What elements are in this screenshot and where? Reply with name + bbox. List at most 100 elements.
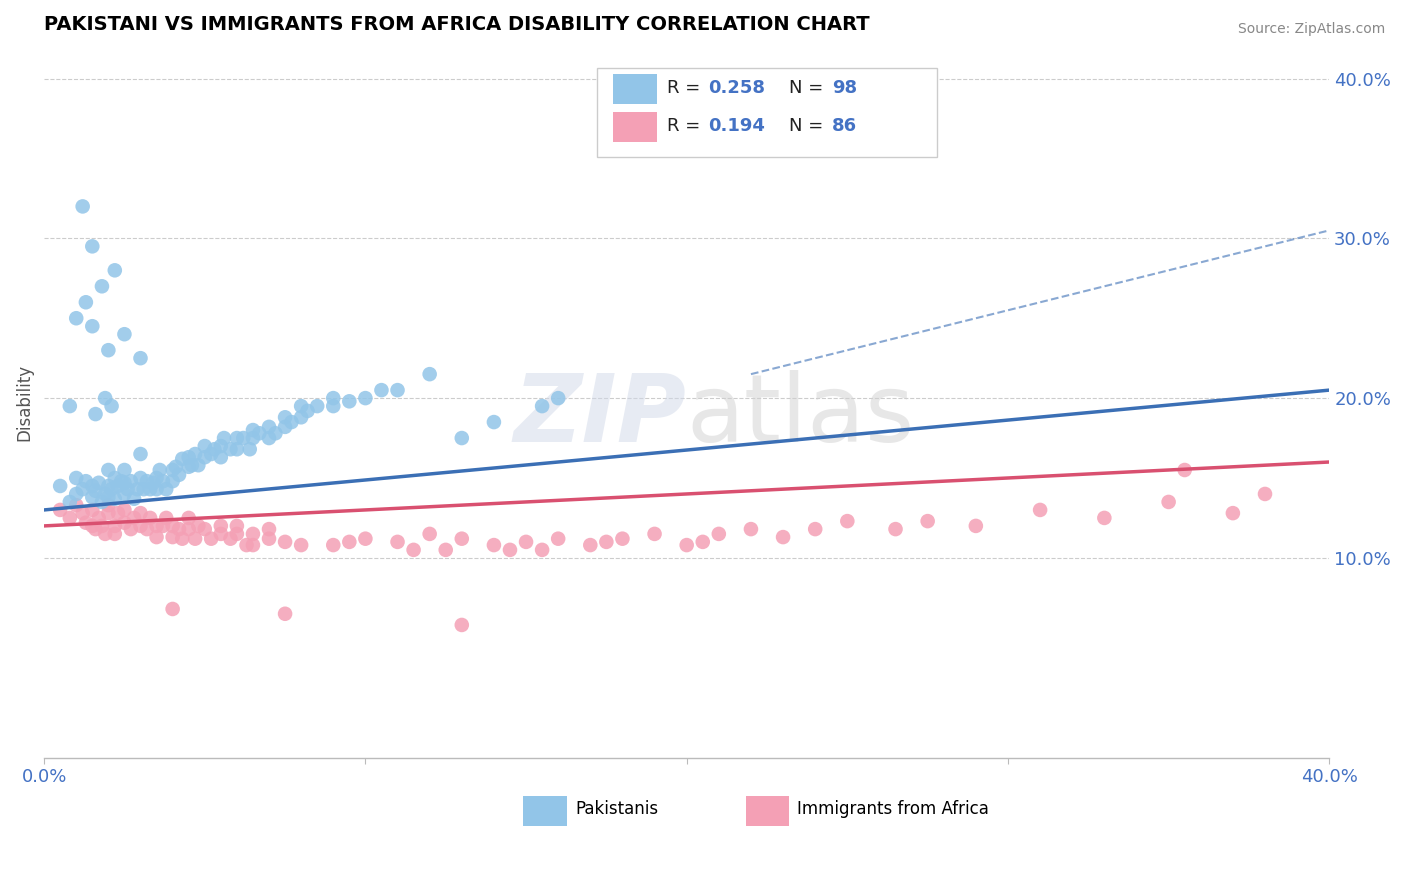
Point — [337, 534, 360, 549]
Point — [91, 495, 114, 509]
Point — [772, 530, 794, 544]
Point — [184, 447, 207, 461]
Point — [1029, 503, 1052, 517]
Point — [499, 542, 522, 557]
Point — [419, 367, 441, 381]
Point — [114, 516, 136, 530]
FancyBboxPatch shape — [613, 74, 657, 104]
Text: R =: R = — [668, 117, 706, 135]
Point — [387, 534, 409, 549]
Point — [290, 410, 312, 425]
Point — [242, 538, 264, 552]
Point — [145, 482, 167, 496]
Point — [107, 479, 129, 493]
Point — [225, 519, 247, 533]
Point — [129, 519, 152, 533]
Point — [82, 479, 104, 493]
Point — [209, 439, 232, 453]
Text: 98: 98 — [832, 78, 858, 97]
Point — [200, 447, 222, 461]
Point — [97, 463, 120, 477]
Point — [257, 420, 280, 434]
Point — [75, 516, 97, 530]
Point — [49, 503, 72, 517]
Point — [612, 532, 634, 546]
Point — [177, 459, 200, 474]
Point — [72, 199, 94, 213]
Text: 0.194: 0.194 — [709, 117, 765, 135]
Point — [257, 522, 280, 536]
Point — [142, 475, 165, 490]
Point — [129, 447, 152, 461]
Point — [65, 471, 87, 485]
Point — [1254, 487, 1277, 501]
Point — [740, 522, 762, 536]
Text: atlas: atlas — [686, 370, 915, 462]
Point — [49, 479, 72, 493]
Point — [247, 426, 270, 441]
Point — [242, 527, 264, 541]
Point — [212, 431, 235, 445]
Point — [450, 431, 472, 445]
Point — [114, 475, 136, 490]
Text: ZIP: ZIP — [513, 370, 686, 462]
Point — [122, 511, 145, 525]
Point — [135, 522, 157, 536]
Point — [202, 442, 225, 457]
Point — [515, 534, 537, 549]
Point — [117, 482, 139, 496]
Point — [114, 487, 136, 501]
Point — [232, 431, 254, 445]
Point — [482, 538, 505, 552]
Point — [209, 527, 232, 541]
Point — [274, 420, 297, 434]
Point — [837, 514, 859, 528]
Point — [257, 431, 280, 445]
Point — [97, 498, 120, 512]
Point — [450, 618, 472, 632]
Text: Immigrants from Africa: Immigrants from Africa — [797, 800, 988, 819]
Point — [139, 511, 162, 525]
Point — [162, 602, 184, 616]
Text: Pakistanis: Pakistanis — [575, 800, 658, 819]
Text: R =: R = — [668, 78, 706, 97]
Point — [187, 458, 209, 473]
Point — [155, 482, 177, 496]
Point — [1174, 463, 1197, 477]
Text: Source: ZipAtlas.com: Source: ZipAtlas.com — [1237, 22, 1385, 37]
Point — [114, 463, 136, 477]
Point — [297, 404, 319, 418]
Point — [129, 506, 152, 520]
Point — [264, 426, 287, 441]
Point — [965, 519, 987, 533]
Point — [122, 491, 145, 506]
Point — [177, 522, 200, 536]
Text: N =: N = — [790, 117, 830, 135]
Point — [402, 542, 425, 557]
Point — [152, 519, 174, 533]
Point — [114, 327, 136, 342]
Point — [209, 519, 232, 533]
Point — [91, 519, 114, 533]
Point — [91, 279, 114, 293]
Text: 86: 86 — [832, 117, 858, 135]
Point — [547, 532, 569, 546]
Point — [84, 522, 107, 536]
FancyBboxPatch shape — [745, 796, 790, 826]
Point — [129, 471, 152, 485]
Point — [162, 474, 184, 488]
Point — [135, 474, 157, 488]
Point — [172, 451, 194, 466]
Point — [290, 399, 312, 413]
Point — [257, 532, 280, 546]
Text: PAKISTANI VS IMMIGRANTS FROM AFRICA DISABILITY CORRELATION CHART: PAKISTANI VS IMMIGRANTS FROM AFRICA DISA… — [44, 15, 870, 34]
Point — [209, 450, 232, 465]
Point — [187, 519, 209, 533]
Point — [531, 399, 554, 413]
Point — [322, 399, 344, 413]
Point — [172, 532, 194, 546]
Point — [239, 442, 262, 457]
Point — [274, 410, 297, 425]
Point — [72, 506, 94, 520]
Point — [165, 459, 187, 474]
